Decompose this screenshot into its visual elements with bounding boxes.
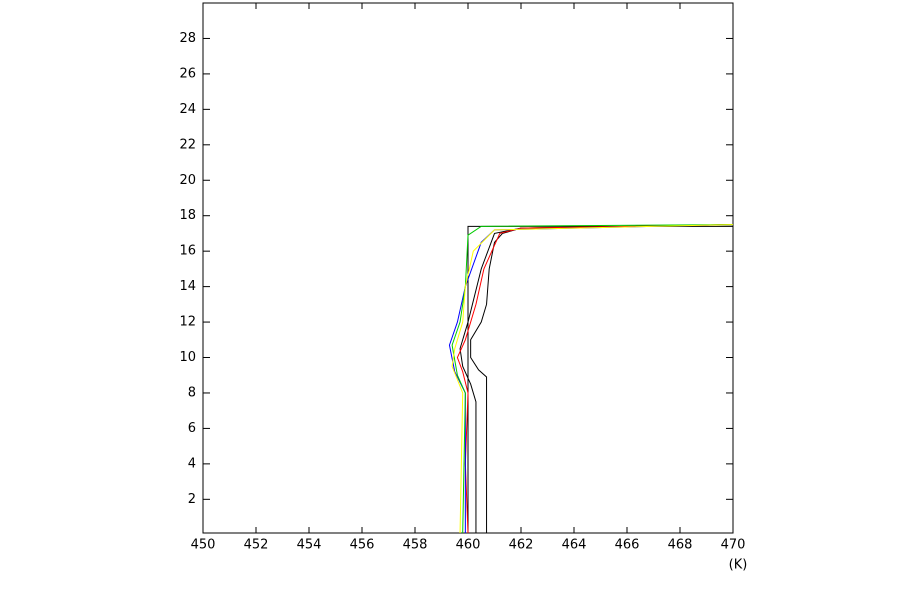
x-tick-label: 454 [297,538,322,553]
profile-line [467,225,733,533]
x-tick-label: 456 [350,538,375,553]
y-tick-label: 14 [179,279,196,294]
x-tick-label: 458 [403,538,428,553]
y-tick-label: 4 [188,456,196,471]
profile-line [448,224,734,533]
y-tick-label: 24 [179,102,196,117]
x-tick-label: 450 [191,538,216,553]
y-tick-label: 10 [179,350,196,365]
y-tick-label: 6 [188,421,196,436]
y-tick-label: 16 [179,244,196,259]
y-tick-label: 20 [179,173,196,188]
y-tick-label: 2 [188,492,196,507]
x-tick-label: 464 [562,538,587,553]
y-tick-label: 28 [179,31,196,46]
x-tick-label: 466 [615,538,640,553]
profile-line [456,224,734,534]
y-tick-label: 26 [179,66,196,81]
x-tick-label: 468 [668,538,693,553]
profile-line [451,224,734,534]
x-tick-label: 452 [244,538,269,553]
profile-line [459,224,734,533]
profile-line [470,224,734,533]
y-tick-label: 18 [179,208,196,223]
x-tick-label: 462 [509,538,534,553]
x-tick-label: 460 [456,538,481,553]
y-tick-label: 22 [179,137,196,152]
x-axis-label: (K) [729,558,748,573]
profile-line [451,224,734,534]
x-tick-label: 470 [721,538,746,553]
y-tick-label: 8 [188,385,196,400]
y-tick-label: 12 [179,315,196,330]
